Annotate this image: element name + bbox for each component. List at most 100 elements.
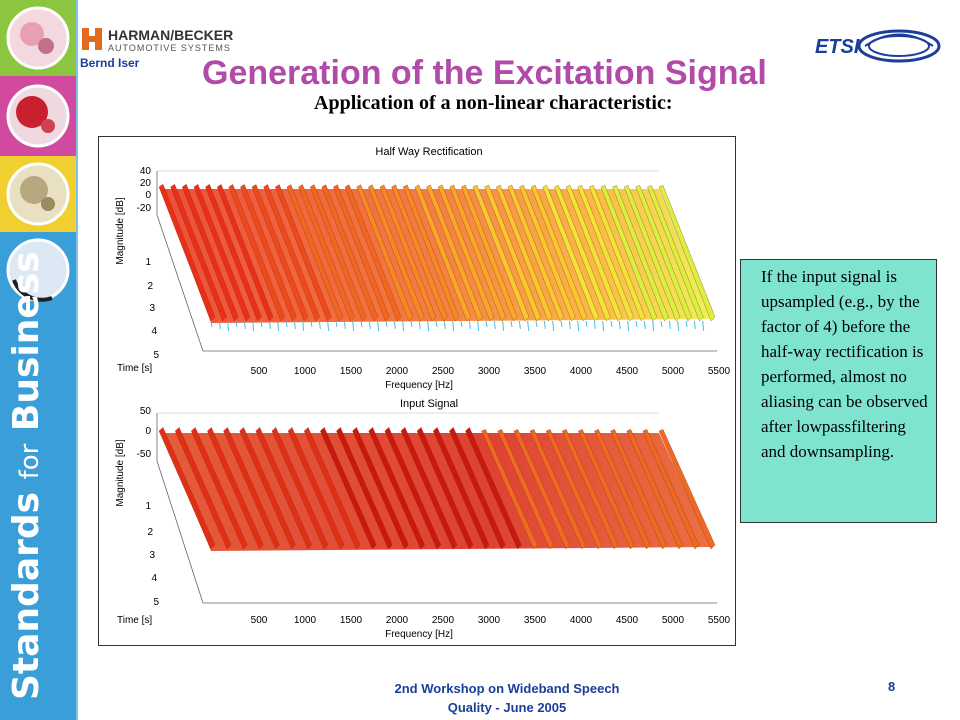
spectral-ridge	[271, 427, 329, 550]
spectral-ridge	[352, 427, 409, 550]
noise-floor-spike	[335, 320, 338, 328]
spectral-ridge	[333, 184, 390, 322]
z-axis-label: Magnitude [dB]	[115, 439, 126, 506]
noise-floor-spike	[560, 320, 563, 328]
noise-floor-spike	[468, 320, 471, 330]
spectral-ridge	[594, 429, 651, 550]
frequency-axis-label: Frequency [Hz]	[385, 629, 453, 640]
noise-floor-spike	[593, 320, 596, 330]
explanation-note: If the input signal is upsampled (e.g., …	[740, 259, 937, 523]
noise-floor-spike	[485, 320, 488, 328]
spectral-ridge	[496, 184, 553, 322]
spectral-ridge	[402, 184, 460, 322]
noise-floor-spike	[527, 320, 530, 332]
spectral-ridge	[207, 427, 264, 550]
noise-floor-spike	[552, 320, 555, 332]
time-tick-label: 1	[145, 501, 151, 512]
noise-floor-spike	[627, 320, 630, 332]
spectral-ridge	[647, 185, 704, 322]
spectral-ridge	[437, 184, 495, 322]
etsi-logo: ETSI	[815, 29, 941, 63]
footer-line-2: Quality - June 2005	[447, 700, 567, 715]
frequency-tick-label: 500	[251, 615, 268, 626]
spectral-ridge	[255, 427, 312, 550]
noise-floor-spike	[285, 320, 288, 328]
frequency-tick-label: 3500	[524, 615, 547, 626]
spectral-ridge	[449, 184, 506, 322]
z-tick-label: -20	[137, 203, 152, 214]
spectral-ridge	[449, 427, 506, 550]
frequency-tick-label: 1000	[294, 366, 317, 377]
sidebar-tile-magenta	[0, 76, 76, 156]
spectral-ridge	[529, 429, 587, 550]
noise-floor-spike	[427, 320, 430, 332]
time-axis-label: Time [s]	[117, 363, 152, 374]
frequency-tick-label: 1000	[294, 615, 317, 626]
spectral-ridge	[286, 184, 344, 322]
spectral-ridge	[484, 184, 541, 322]
brand-small: for	[15, 443, 45, 480]
frequency-tick-label: 2500	[432, 366, 455, 377]
spectral-ridge	[391, 184, 448, 322]
spectral-ridge	[368, 427, 425, 550]
spectral-ridge	[426, 184, 483, 322]
noise-floor-spike	[610, 320, 613, 328]
noise-floor-spike	[410, 320, 413, 328]
spectral-ridge	[158, 427, 216, 550]
noise-floor-spike	[577, 320, 580, 332]
noise-floor-spike	[277, 320, 280, 332]
spectral-ridge	[623, 185, 681, 322]
brand-main: Standards	[6, 491, 47, 700]
noise-floor-spike	[652, 320, 655, 332]
page-title: Generation of the Excitation Signal	[202, 54, 767, 92]
noise-floor-spike	[210, 320, 213, 328]
spectral-ridge	[320, 427, 377, 550]
noise-floor-spike	[327, 320, 330, 332]
spectral-ridge	[228, 184, 285, 322]
frequency-tick-label: 500	[251, 366, 268, 377]
spectral-ridge	[507, 184, 565, 322]
noise-floor-spike	[268, 320, 271, 330]
frequency-tick-label: 4500	[616, 366, 639, 377]
noise-floor-spike	[677, 320, 680, 332]
spectral-ridge	[321, 184, 378, 322]
spectral-ridge	[658, 185, 716, 322]
spectral-ridge	[336, 427, 393, 550]
spectral-ridge	[465, 427, 522, 550]
z-tick-label: 0	[145, 190, 151, 201]
spectral-ridge	[642, 429, 700, 550]
spectral-ridge	[481, 429, 538, 550]
spectral-ridge	[554, 184, 611, 322]
spectral-ridge	[170, 183, 227, 322]
noise-floor-spike	[260, 320, 263, 328]
spectral-ridge	[158, 183, 216, 322]
z-tick-label: 50	[140, 406, 152, 417]
noise-floor-spike	[402, 320, 405, 332]
noise-floor-spike	[685, 320, 688, 328]
spectral-ridge	[612, 185, 669, 322]
spectral-ridge	[578, 429, 635, 550]
spectral-ridge	[174, 427, 232, 550]
sidebar-divider	[76, 0, 78, 720]
spectral-ridge	[519, 184, 576, 322]
spectral-ridge	[191, 427, 248, 550]
spectral-ridge	[182, 184, 239, 322]
spectral-ridge	[251, 184, 309, 322]
z-tick-label: 20	[140, 178, 152, 189]
spectral-ridge	[626, 429, 683, 550]
spectral-ridge	[239, 427, 296, 550]
noise-floor-spike	[435, 320, 438, 328]
spectral-ridge	[344, 184, 402, 322]
noise-floor-spike	[218, 320, 221, 330]
noise-floor-spike	[318, 320, 321, 330]
spectral-ridge	[287, 427, 345, 550]
noise-floor-spike	[252, 320, 255, 332]
spectral-ridge	[497, 429, 554, 550]
spectral-ridge	[379, 184, 437, 322]
noise-floor-spike	[443, 320, 446, 330]
noise-floor-spike	[643, 320, 646, 330]
spectral-ridge	[565, 184, 623, 322]
spectral-ridge	[384, 427, 441, 550]
noise-floor-spike	[618, 320, 621, 330]
